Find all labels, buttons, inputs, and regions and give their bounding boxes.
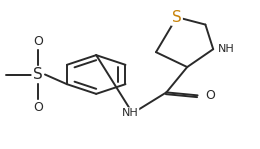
Text: O: O: [205, 89, 215, 102]
Text: S: S: [33, 67, 43, 82]
Text: NH: NH: [122, 108, 138, 118]
Text: O: O: [33, 35, 43, 48]
Text: NH: NH: [218, 44, 235, 54]
Text: S: S: [172, 10, 182, 25]
Text: O: O: [33, 101, 43, 114]
